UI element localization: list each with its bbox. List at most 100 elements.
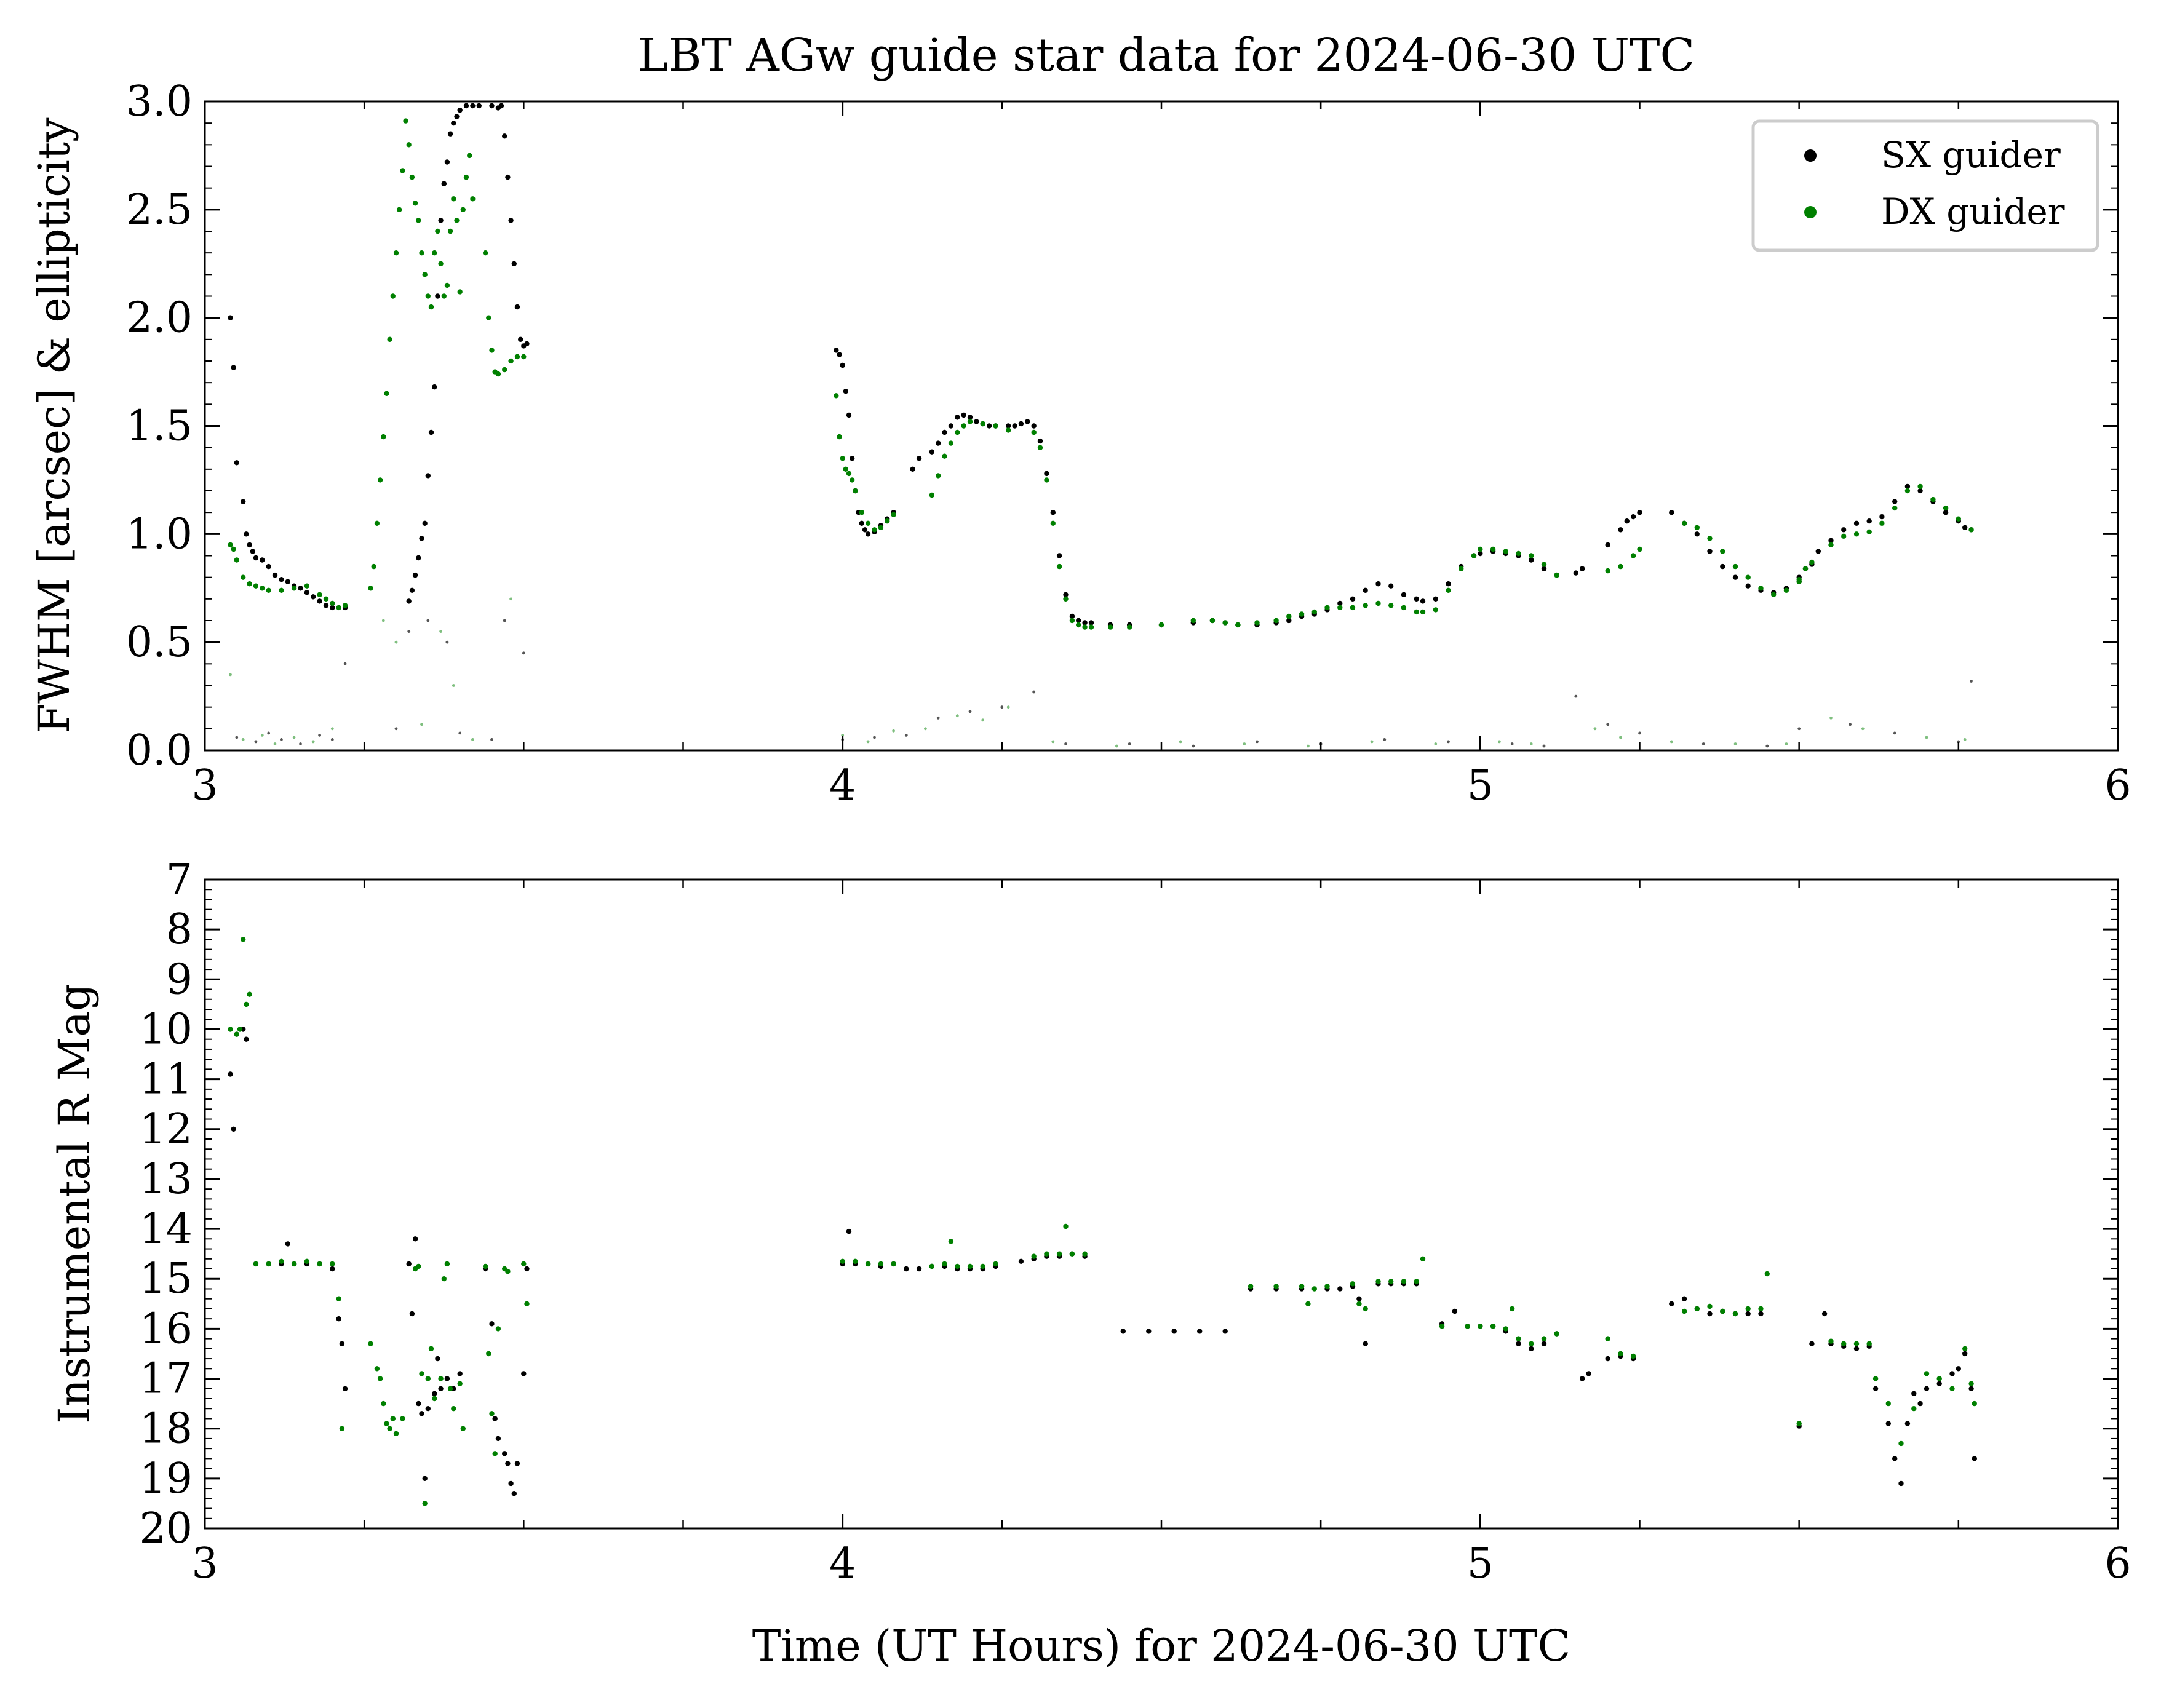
fwhm-point-dx-guider xyxy=(435,228,440,234)
fwhm-point-sx-guider xyxy=(1018,421,1024,427)
magnitude-y-axis-label: Instrumental R Mag xyxy=(49,983,100,1424)
fwhm-point-sx-guider xyxy=(1541,566,1547,571)
fwhm-point-dx-guider xyxy=(387,336,392,342)
fwhm-point-sx-guider xyxy=(1388,583,1394,589)
magnitude-point-dx-guider xyxy=(1968,1381,1974,1386)
fwhm-point-dx-guider xyxy=(1420,609,1426,615)
fwhm-point-dx-guider xyxy=(1414,609,1419,615)
magnitude-point-sx-guider xyxy=(342,1386,348,1391)
fwhm-point-dx-ellipticity xyxy=(292,736,296,739)
fwhm-point-sx-guider xyxy=(865,531,871,537)
magnitude-point-dx-guider xyxy=(1681,1308,1687,1314)
magnitude-point-sx-guider xyxy=(846,1228,852,1234)
fwhm-point-dx-guider xyxy=(521,354,527,360)
magnitude-point-dx-guider xyxy=(1082,1251,1088,1257)
magnitude-point-dx-guider xyxy=(495,1326,501,1332)
fwhm-point-sx-guider xyxy=(441,181,447,186)
fwhm-point-sx-guider xyxy=(1580,566,1585,571)
magnitude-point-sx-guider xyxy=(1758,1311,1764,1317)
fwhm-point-sx-guider xyxy=(279,577,284,582)
magnitude-point-dx-guider xyxy=(416,1263,421,1269)
fwhm-point-dx-ellipticity xyxy=(924,727,927,731)
magnitude-y-tick-label: 15 xyxy=(139,1255,193,1303)
fwhm-point-dx-guider xyxy=(1471,553,1477,558)
magnitude-point-sx-guider xyxy=(1917,1400,1923,1407)
fwhm-y-tick-label: 0.0 xyxy=(126,726,193,775)
magnitude-point-sx-guider xyxy=(231,1126,236,1132)
magnitude-point-dx-guider xyxy=(1936,1376,1942,1381)
magnitude-point-dx-guider xyxy=(1248,1284,1254,1289)
fwhm-point-dx-guider xyxy=(1783,587,1789,593)
fwhm-point-dx-ellipticity xyxy=(955,714,959,718)
magnitude-point-sx-guider xyxy=(330,1266,335,1272)
fwhm-point-sx-guider xyxy=(1031,423,1037,429)
magnitude-point-dx-guider xyxy=(1356,1301,1362,1306)
fwhm-point-sx-ellipticity xyxy=(1032,690,1036,694)
fwhm-point-dx-guider xyxy=(1771,592,1777,597)
fwhm-point-sx-guider xyxy=(422,520,428,526)
fwhm-point-dx-guider xyxy=(942,453,947,459)
fwhm-point-dx-guider xyxy=(1209,618,1216,624)
fwhm-point-sx-ellipticity xyxy=(1383,738,1387,741)
fwhm-point-sx-guider xyxy=(524,341,530,347)
fwhm-point-sx-guider xyxy=(834,348,839,353)
fwhm-point-dx-guider xyxy=(961,423,966,429)
magnitude-point-dx-guider xyxy=(1962,1346,1968,1351)
magnitude-point-dx-guider xyxy=(1529,1341,1534,1346)
fwhm-point-sx-ellipticity xyxy=(1574,694,1578,698)
magnitude-point-dx-guider xyxy=(438,1376,444,1381)
magnitude-point-dx-guider xyxy=(1720,1308,1725,1314)
fwhm-point-dx-ellipticity xyxy=(381,619,385,622)
fwhm-point-sx-guider xyxy=(850,456,855,461)
fwhm-point-dx-ellipticity xyxy=(1051,740,1055,744)
magnitude-point-dx-guider xyxy=(1758,1306,1764,1312)
fwhm-point-dx-guider xyxy=(368,586,373,591)
fwhm-point-dx-guider xyxy=(1127,624,1132,630)
fwhm-point-sx-guider xyxy=(1720,563,1725,570)
fwhm-point-sx-guider xyxy=(432,384,437,390)
fwhm-point-dx-guider xyxy=(1375,600,1381,606)
magnitude-point-dx-guider xyxy=(1324,1284,1330,1289)
fwhm-point-dx-guider xyxy=(253,583,259,589)
fwhm-point-sx-guider xyxy=(489,103,495,109)
fwhm-point-sx-ellipticity xyxy=(1893,731,1896,735)
fwhm-point-dx-ellipticity xyxy=(1733,742,1737,745)
magnitude-point-sx-guider xyxy=(1924,1386,1930,1391)
magnitude-point-sx-guider xyxy=(285,1241,290,1247)
fwhm-point-dx-guider xyxy=(1107,624,1113,630)
fwhm-point-sx-guider xyxy=(846,412,852,418)
fwhm-point-sx-guider xyxy=(1866,518,1872,524)
fwhm-point-dx-guider xyxy=(444,282,450,288)
fwhm-point-sx-guider xyxy=(1006,423,1011,429)
fwhm-point-dx-guider xyxy=(1841,533,1847,539)
magnitude-point-dx-guider xyxy=(447,1386,453,1391)
fwhm-point-dx-guider xyxy=(1273,618,1279,624)
magnitude-point-dx-guider xyxy=(425,1376,431,1381)
magnitude-point-sx-guider xyxy=(916,1266,922,1272)
fwhm-point-sx-guider xyxy=(1414,596,1419,602)
fwhm-point-sx-guider xyxy=(435,293,440,299)
magnitude-point-dx-guider xyxy=(1299,1284,1305,1289)
fwhm-point-sx-guider xyxy=(862,527,868,533)
fwhm-point-sx-guider xyxy=(1707,549,1713,554)
magnitude-point-sx-guider xyxy=(1529,1346,1534,1351)
magnitude-point-sx-guider xyxy=(1171,1329,1177,1334)
fwhm-point-dx-ellipticity xyxy=(1115,744,1118,748)
fwhm-point-dx-guider xyxy=(1930,496,1936,502)
fwhm-point-sx-guider xyxy=(843,389,849,394)
fwhm-point-dx-guider xyxy=(1796,577,1802,582)
magnitude-point-dx-guider xyxy=(1063,1223,1069,1229)
fwhm-point-sx-guider xyxy=(1056,553,1062,558)
fwhm-point-dx-guider xyxy=(1503,549,1508,554)
legend-label-sx: SX guider xyxy=(1881,134,2061,176)
fwhm-point-sx-ellipticity xyxy=(299,742,302,745)
legend-marker-sx xyxy=(1804,149,1817,162)
fwhm-point-dx-guider xyxy=(371,563,376,570)
magnitude-point-sx-guider xyxy=(444,1376,450,1381)
fwhm-point-dx-guider xyxy=(260,586,265,591)
fwhm-point-sx-guider xyxy=(416,555,421,561)
fwhm-point-sx-guider xyxy=(508,218,514,223)
magnitude-point-dx-guider xyxy=(1885,1400,1891,1407)
